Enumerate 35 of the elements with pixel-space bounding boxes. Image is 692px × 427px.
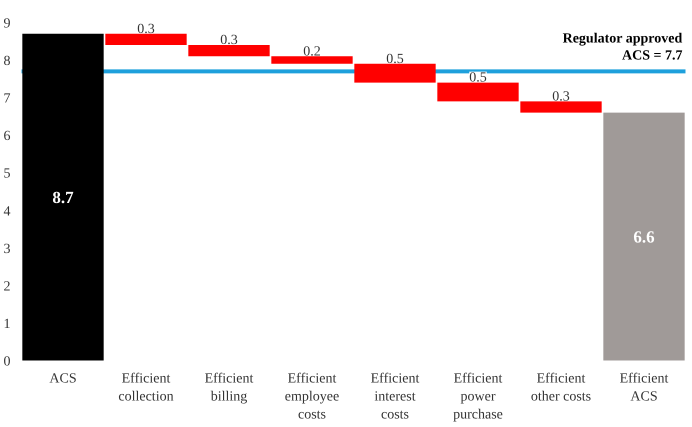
data-label: 0.3 <box>220 33 238 48</box>
bar <box>271 56 353 64</box>
bar <box>437 82 519 102</box>
x-tick-label: ACS <box>49 372 77 386</box>
y-tick-label: 3 <box>4 242 10 257</box>
bar <box>105 34 187 46</box>
x-tick-label: Efficient interest costs <box>370 372 420 422</box>
x-tick-label: Efficient billing <box>204 372 254 404</box>
y-tick-label: 6 <box>4 129 10 144</box>
y-tick-label: 4 <box>4 204 10 220</box>
y-tick-label: 0 <box>4 354 10 370</box>
x-tick-label: Efficient other costs <box>530 372 592 404</box>
data-label: 0.3 <box>137 22 155 37</box>
y-tick-label: 9 <box>4 16 10 32</box>
data-label: 8.7 <box>52 188 74 208</box>
data-label: 0.2 <box>303 44 321 60</box>
y-tick-label: 1 <box>4 316 10 332</box>
data-label: 0.3 <box>552 89 570 104</box>
y-tick-label: 5 <box>4 166 10 182</box>
data-label: 0.5 <box>469 70 487 86</box>
x-tick-label: Efficient ACS <box>620 372 668 404</box>
bar <box>22 34 104 360</box>
y-tick-label: 7 <box>4 92 10 107</box>
y-tick-label: 8 <box>4 54 10 70</box>
x-tick-label: Efficient collection <box>118 372 174 404</box>
data-label: 6.6 <box>633 228 655 247</box>
bar <box>520 101 602 113</box>
bar <box>354 64 436 83</box>
bar <box>603 112 685 360</box>
data-label: 0.5 <box>386 52 404 67</box>
bar <box>188 45 270 56</box>
x-tick-label: Efficient power purchase <box>453 372 503 422</box>
ref-line-label: Regulator approved ACS = 7.7 <box>562 31 682 64</box>
x-tick-label: Efficient employee costs <box>284 372 340 422</box>
y-tick-label: 2 <box>4 279 10 294</box>
